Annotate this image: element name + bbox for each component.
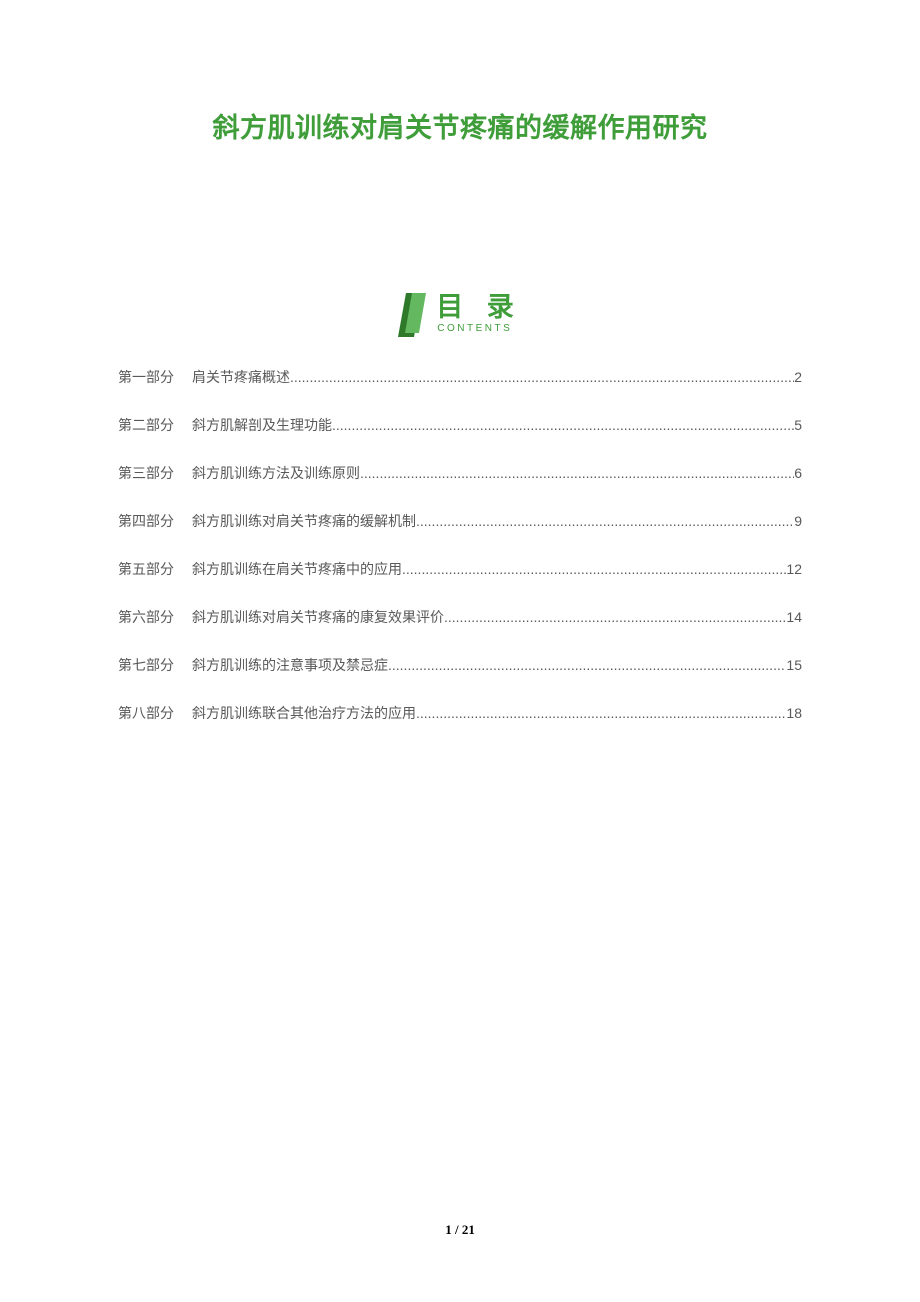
toc-entry-title: 斜方肌解剖及生理功能 [192, 415, 332, 435]
toc-subtitle: CONTENTS [437, 323, 512, 334]
toc-page-number: 12 [786, 561, 802, 577]
toc-part-label: 第八部分 [118, 703, 174, 723]
toc-list: 第一部分 肩关节疼痛概述 2 第二部分 斜方肌解剖及生理功能 5 第三部分 斜方… [118, 367, 802, 723]
toc-leader-dots [416, 705, 786, 721]
toc-page-number: 18 [786, 705, 802, 721]
toc-page-number: 2 [794, 369, 802, 385]
toc-leader-dots [416, 513, 794, 529]
toc-entry-title: 斜方肌训练联合其他治疗方法的应用 [192, 703, 416, 723]
toc-title-box: 目 录 CONTENTS [436, 293, 522, 334]
toc-part-label: 第三部分 [118, 463, 174, 483]
document-title: 斜方肌训练对肩关节疼痛的缓解作用研究 [118, 106, 802, 145]
toc-row[interactable]: 第七部分 斜方肌训练的注意事项及禁忌症 15 [118, 655, 802, 675]
footer-separator: / [452, 1222, 462, 1237]
toc-leader-dots [388, 657, 786, 673]
toc-row[interactable]: 第四部分 斜方肌训练对肩关节疼痛的缓解机制 9 [118, 511, 802, 531]
toc-part-label: 第六部分 [118, 607, 174, 627]
toc-row[interactable]: 第五部分 斜方肌训练在肩关节疼痛中的应用 12 [118, 559, 802, 579]
page-footer: 1 / 21 [0, 1222, 920, 1238]
toc-page-number: 6 [794, 465, 802, 481]
toc-entry-title: 斜方肌训练在肩关节疼痛中的应用 [192, 559, 402, 579]
toc-entry-title: 斜方肌训练对肩关节疼痛的康复效果评价 [192, 607, 444, 627]
toc-row[interactable]: 第六部分 斜方肌训练对肩关节疼痛的康复效果评价 14 [118, 607, 802, 627]
toc-page-number: 5 [794, 417, 802, 433]
toc-entry-title: 肩关节疼痛概述 [192, 367, 290, 387]
toc-leader-dots [332, 417, 794, 433]
toc-part-label: 第五部分 [118, 559, 174, 579]
document-page: 斜方肌训练对肩关节疼痛的缓解作用研究 目 录 CONTENTS 第一部分 肩关节… [0, 0, 920, 1302]
toc-leader-dots [290, 369, 794, 385]
toc-entry-title: 斜方肌训练的注意事项及禁忌症 [192, 655, 388, 675]
toc-row[interactable]: 第三部分 斜方肌训练方法及训练原则 6 [118, 463, 802, 483]
toc-part-label: 第一部分 [118, 367, 174, 387]
toc-entry-title: 斜方肌训练方法及训练原则 [192, 463, 360, 483]
toc-leader-dots [360, 465, 794, 481]
toc-part-label: 第四部分 [118, 511, 174, 531]
toc-part-label: 第二部分 [118, 415, 174, 435]
toc-part-label: 第七部分 [118, 655, 174, 675]
toc-header: 目 录 CONTENTS [118, 293, 802, 337]
toc-row[interactable]: 第一部分 肩关节疼痛概述 2 [118, 367, 802, 387]
toc-page-number: 9 [794, 513, 802, 529]
toc-entry-title: 斜方肌训练对肩关节疼痛的缓解机制 [192, 511, 416, 531]
toc-parallelogram-icon [398, 293, 426, 337]
toc-leader-dots [402, 561, 786, 577]
toc-page-number: 14 [786, 609, 802, 625]
footer-total-pages: 21 [462, 1222, 475, 1237]
toc-row[interactable]: 第八部分 斜方肌训练联合其他治疗方法的应用 18 [118, 703, 802, 723]
toc-leader-dots [444, 609, 786, 625]
toc-page-number: 15 [786, 657, 802, 673]
toc-row[interactable]: 第二部分 斜方肌解剖及生理功能 5 [118, 415, 802, 435]
toc-title: 目 录 [436, 293, 522, 323]
